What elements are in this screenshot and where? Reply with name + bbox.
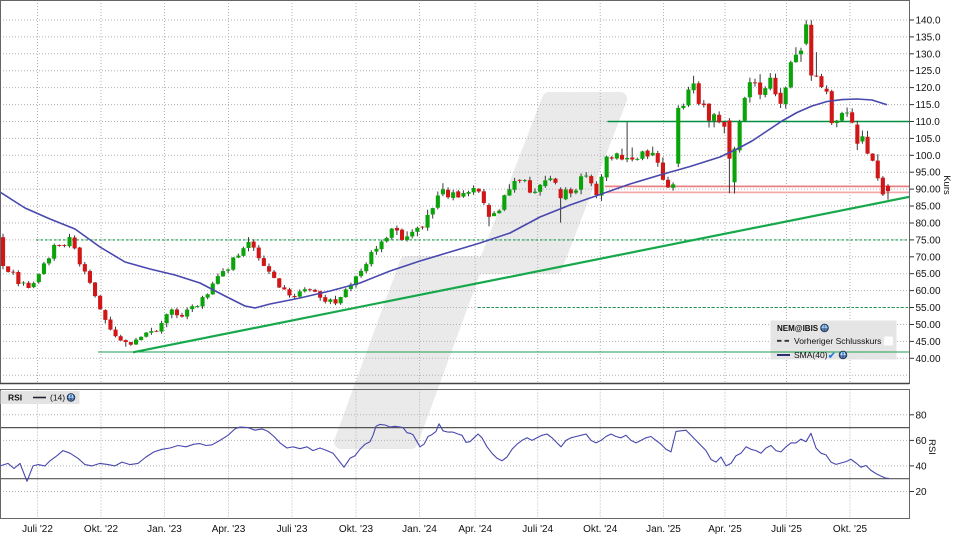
svg-text:120.0: 120.0: [916, 83, 941, 94]
svg-text:Juli '23: Juli '23: [277, 524, 308, 535]
svg-text:Okt. '24: Okt. '24: [583, 524, 618, 535]
svg-text:Jan. '25: Jan. '25: [646, 524, 681, 535]
svg-text:140.0: 140.0: [916, 16, 941, 27]
svg-text:RSI: RSI: [8, 393, 22, 403]
svg-text:85.00: 85.00: [916, 202, 941, 213]
svg-text:Okt. '25: Okt. '25: [833, 524, 868, 535]
svg-text:135.0: 135.0: [916, 32, 941, 43]
svg-text:95.00: 95.00: [916, 168, 941, 179]
svg-text:Apr. '23: Apr. '23: [212, 524, 246, 535]
svg-text:130.0: 130.0: [916, 49, 941, 60]
svg-text:RSI: RSI: [926, 439, 937, 455]
svg-text:✔: ✔: [828, 351, 836, 361]
svg-text:80.00: 80.00: [916, 219, 941, 230]
svg-text:60.00: 60.00: [916, 286, 941, 297]
svg-text:Okt. '22: Okt. '22: [84, 524, 119, 535]
svg-text:Apr. '24: Apr. '24: [458, 524, 492, 535]
svg-text:NEM@IBIS: NEM@IBIS: [777, 324, 819, 333]
svg-text:55.00: 55.00: [916, 303, 941, 314]
svg-text:80: 80: [916, 410, 928, 421]
svg-text:20: 20: [916, 487, 928, 498]
svg-text:70.00: 70.00: [916, 252, 941, 263]
svg-text:Vorheriger Schlusskurs: Vorheriger Schlusskurs: [794, 336, 881, 346]
svg-text:40.00: 40.00: [916, 354, 941, 365]
svg-text:110.0: 110.0: [916, 117, 941, 128]
svg-text:Apr. '25: Apr. '25: [708, 524, 742, 535]
svg-text:(14): (14): [50, 393, 65, 403]
svg-text:SMA(40): SMA(40): [794, 350, 828, 360]
svg-text:Juli '25: Juli '25: [771, 524, 802, 535]
svg-text:90.00: 90.00: [916, 185, 941, 196]
svg-text:75.00: 75.00: [916, 235, 941, 246]
svg-text:Juli '24: Juli '24: [522, 524, 553, 535]
svg-text:Jan. '23: Jan. '23: [147, 524, 182, 535]
svg-text:65.00: 65.00: [916, 269, 941, 280]
svg-text:100.0: 100.0: [916, 151, 941, 162]
svg-text:Juli '22: Juli '22: [22, 524, 53, 535]
svg-text:105.0: 105.0: [916, 134, 941, 145]
svg-text:45.00: 45.00: [916, 337, 941, 348]
svg-text:50.00: 50.00: [916, 320, 941, 331]
svg-text:115.0: 115.0: [916, 100, 941, 111]
svg-text:60: 60: [916, 436, 928, 447]
svg-text:40: 40: [916, 461, 928, 472]
svg-text:Kurs: Kurs: [941, 175, 952, 195]
svg-text:Jan. '24: Jan. '24: [402, 524, 437, 535]
svg-text:125.0: 125.0: [916, 66, 941, 77]
svg-text:Okt. '23: Okt. '23: [339, 524, 374, 535]
